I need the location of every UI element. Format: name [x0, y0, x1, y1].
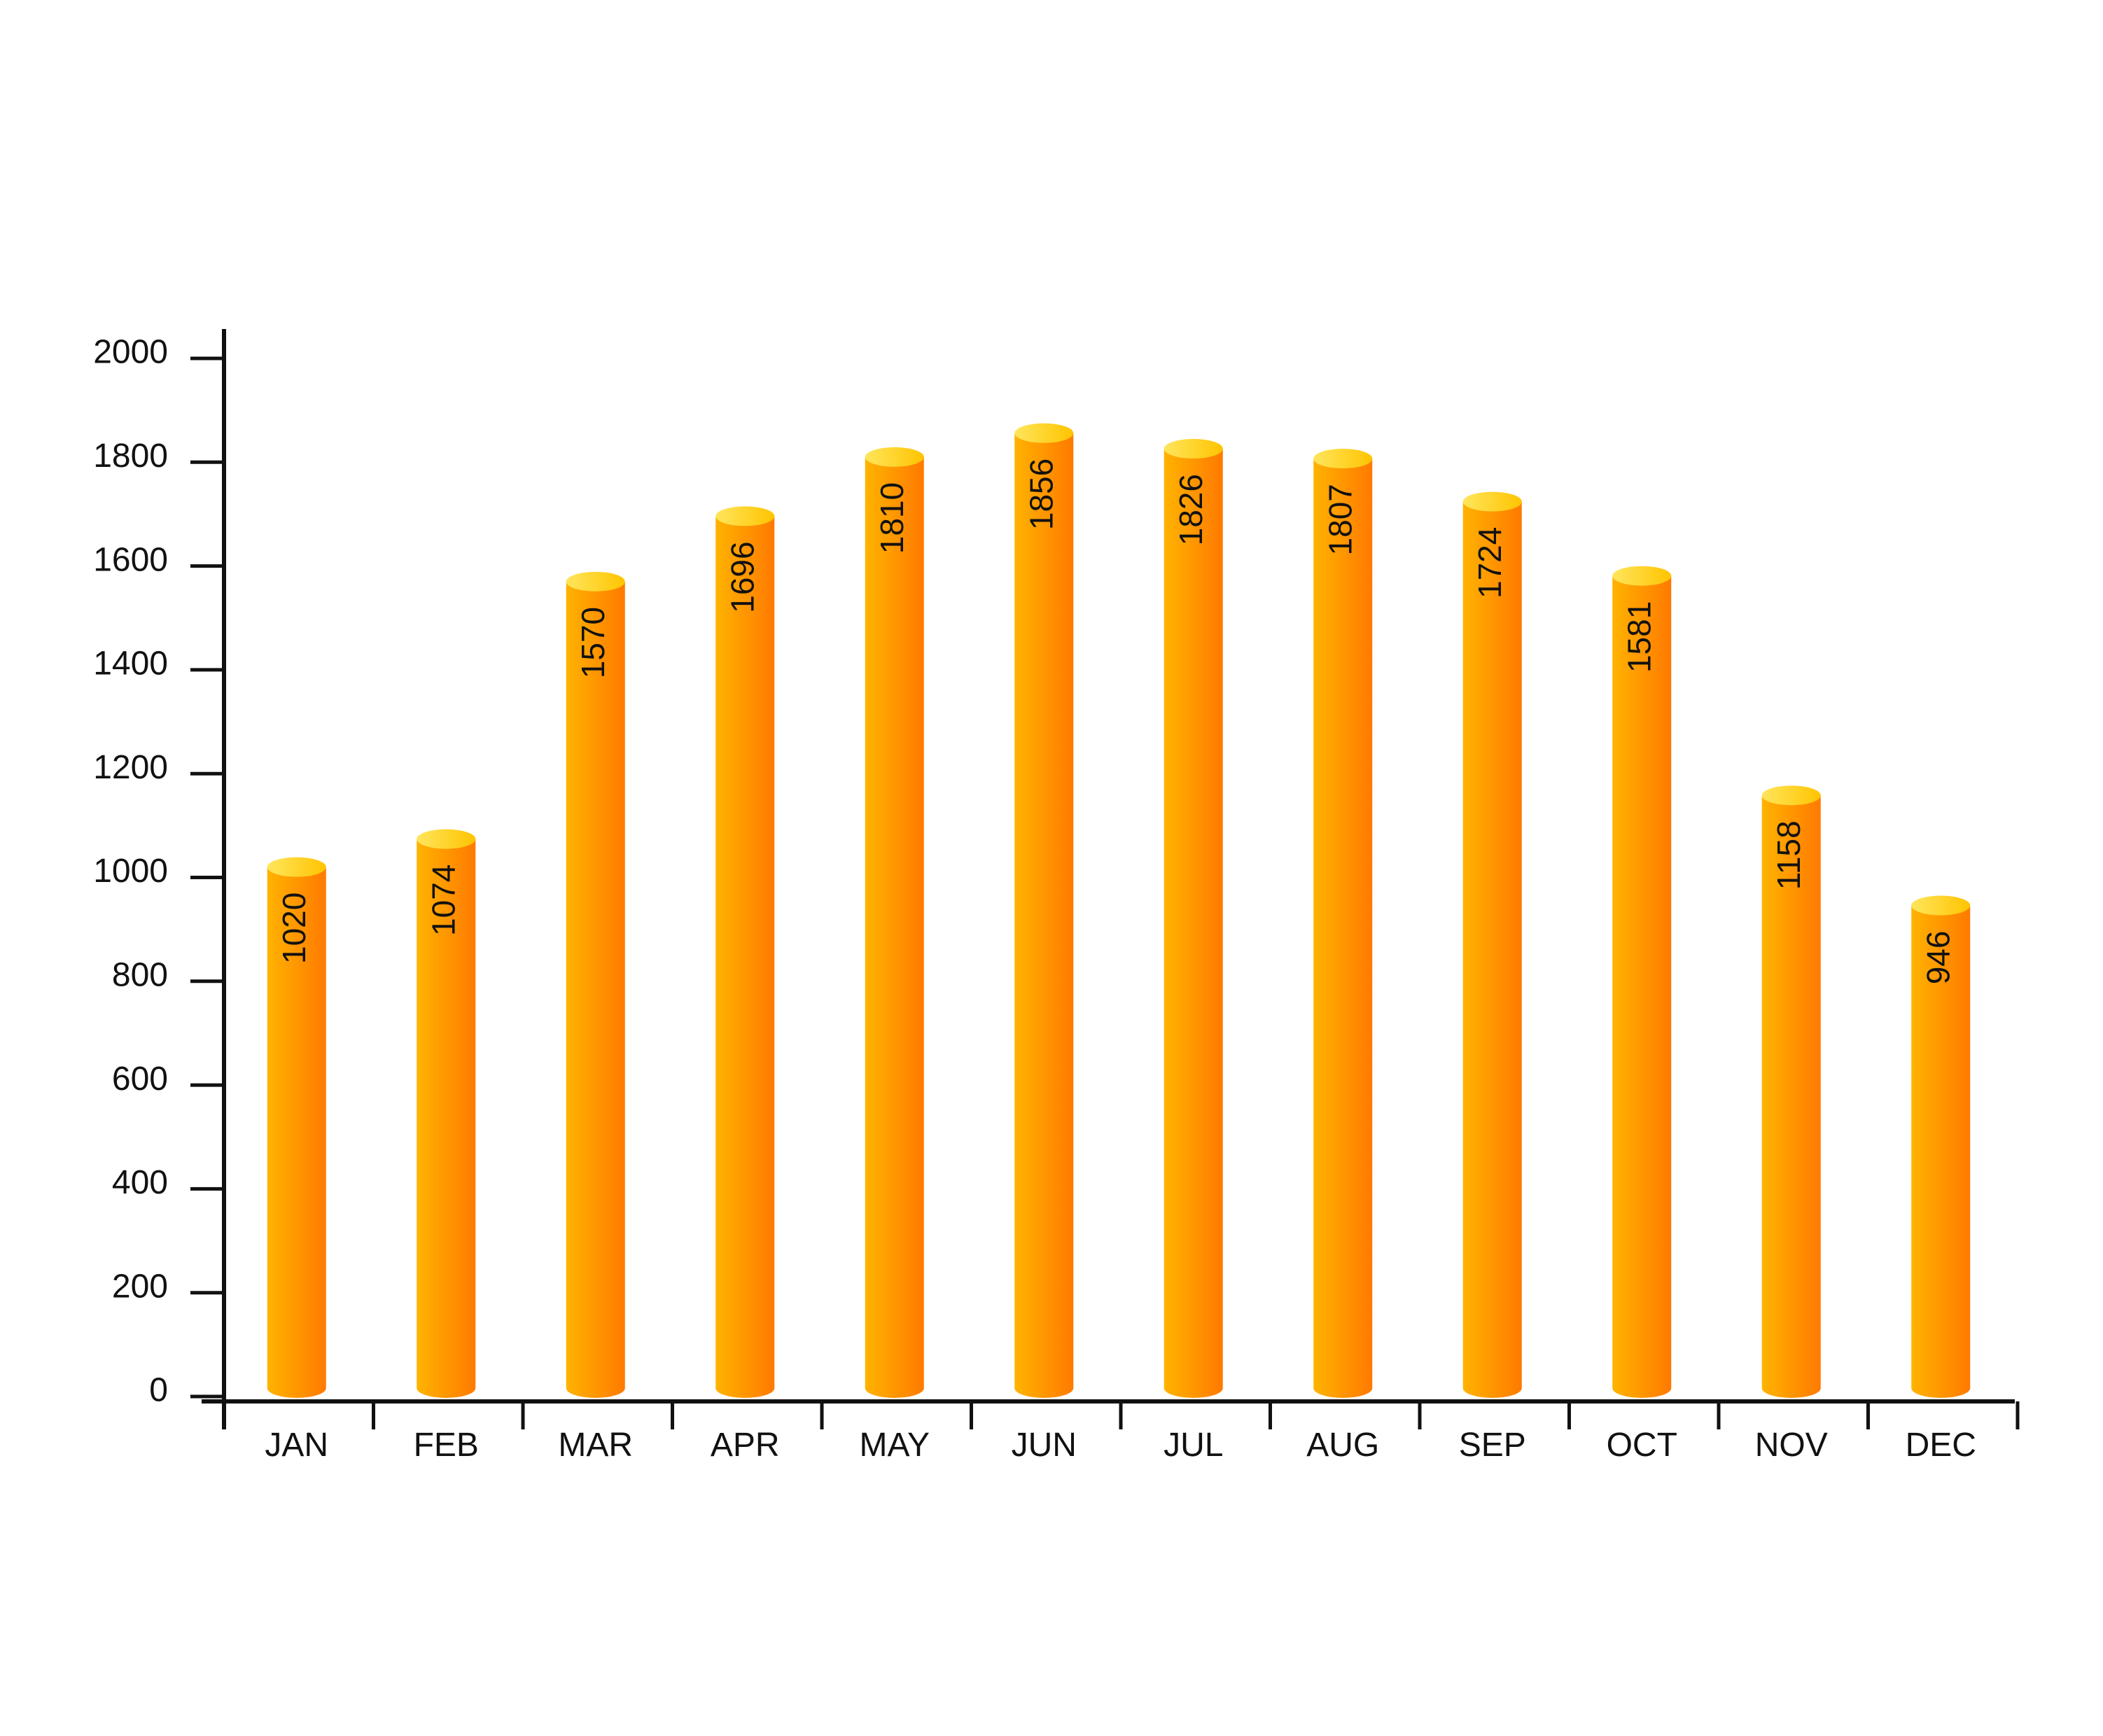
y-tick-label: 1000 — [93, 853, 168, 890]
bar-body — [715, 516, 775, 1399]
bar-cap — [1014, 423, 1074, 443]
bar-jul: 1826 — [1164, 439, 1223, 1399]
x-tick-label: APR — [711, 1427, 780, 1464]
bar-cap — [267, 857, 326, 877]
y-tick-label: 600 — [112, 1060, 168, 1098]
bar-body — [1612, 575, 1672, 1399]
bar-cap — [865, 447, 924, 467]
bar-mar: 1570 — [566, 571, 625, 1399]
y-tick-label: 1800 — [93, 438, 168, 475]
bar-body — [1014, 433, 1074, 1399]
bar-body — [1462, 501, 1522, 1399]
bar-feb: 1074 — [417, 829, 476, 1399]
bar-cap — [1612, 566, 1672, 586]
data-label: 1807 — [1322, 484, 1358, 555]
x-tick-label: JUL — [1164, 1427, 1223, 1464]
y-tick-label: 1600 — [93, 541, 168, 578]
bar-cap — [1462, 491, 1522, 512]
bar-body — [865, 456, 924, 1399]
bar-dec: 946 — [1911, 895, 1971, 1399]
x-tick-label: SEP — [1459, 1427, 1526, 1464]
x-tick-label: AUG — [1306, 1427, 1379, 1464]
data-label: 1696 — [724, 541, 760, 612]
bar-may: 1810 — [865, 447, 924, 1399]
y-tick-label: 2000 — [93, 334, 168, 371]
bar-cap — [566, 571, 625, 592]
y-tick-label: 200 — [112, 1268, 168, 1305]
bar-body — [1761, 795, 1821, 1399]
y-tick-label: 400 — [112, 1164, 168, 1201]
bars-layer: 1020 1074 1570 1696 1810 1856 1826 1807 1724 1581… — [267, 423, 1971, 1399]
data-label: 1020 — [276, 892, 312, 964]
bar-body — [1164, 449, 1223, 1399]
bar-cap — [1911, 895, 1971, 916]
bar-oct: 1581 — [1612, 566, 1672, 1399]
bar-cap — [1761, 785, 1821, 806]
bar-aug: 1807 — [1313, 449, 1373, 1399]
bar-jun: 1856 — [1014, 423, 1074, 1399]
bar-body — [566, 581, 625, 1399]
bar-apr: 1696 — [715, 506, 775, 1399]
bar-nov: 1158 — [1761, 785, 1821, 1399]
x-tick-label: OCT — [1607, 1427, 1677, 1464]
axes-layer: 0 200 400 600 800 1000 1200 1400 1600 1800 2000 JAN… — [93, 329, 2020, 1464]
y-tick-label: 0 — [149, 1372, 168, 1409]
bar-body — [267, 867, 326, 1399]
data-label: 1826 — [1173, 474, 1209, 545]
bar-cap — [417, 829, 476, 849]
y-tick-label: 800 — [112, 956, 168, 993]
data-label: 1158 — [1770, 820, 1807, 890]
bar-body — [1313, 458, 1373, 1399]
data-label: 946 — [1920, 931, 1956, 985]
data-label: 1856 — [1023, 458, 1059, 530]
bar-cap — [1313, 449, 1373, 469]
y-tick-label: 1200 — [93, 749, 168, 786]
bar-body — [417, 839, 476, 1399]
bar-jan: 1020 — [267, 857, 326, 1399]
x-tick-label: JUN — [1012, 1427, 1077, 1464]
bar-cap — [715, 506, 775, 526]
data-label: 1074 — [425, 864, 461, 936]
x-tick-label: JAN — [265, 1427, 328, 1464]
data-label: 1724 — [1472, 527, 1508, 598]
data-label: 1810 — [874, 482, 910, 554]
x-tick-label: MAR — [558, 1427, 633, 1464]
data-label: 1570 — [575, 607, 611, 678]
data-label: 1581 — [1621, 601, 1657, 673]
bar-cap — [1164, 439, 1223, 459]
x-tick-label: MAY — [860, 1427, 930, 1464]
bar-sep: 1724 — [1462, 491, 1522, 1399]
bar-body — [1911, 905, 1971, 1399]
y-tick-label: 1400 — [93, 645, 168, 682]
x-tick-label: FEB — [414, 1427, 479, 1464]
x-tick-label: DEC — [1906, 1427, 1976, 1464]
x-tick-label: NOV — [1755, 1427, 1828, 1464]
